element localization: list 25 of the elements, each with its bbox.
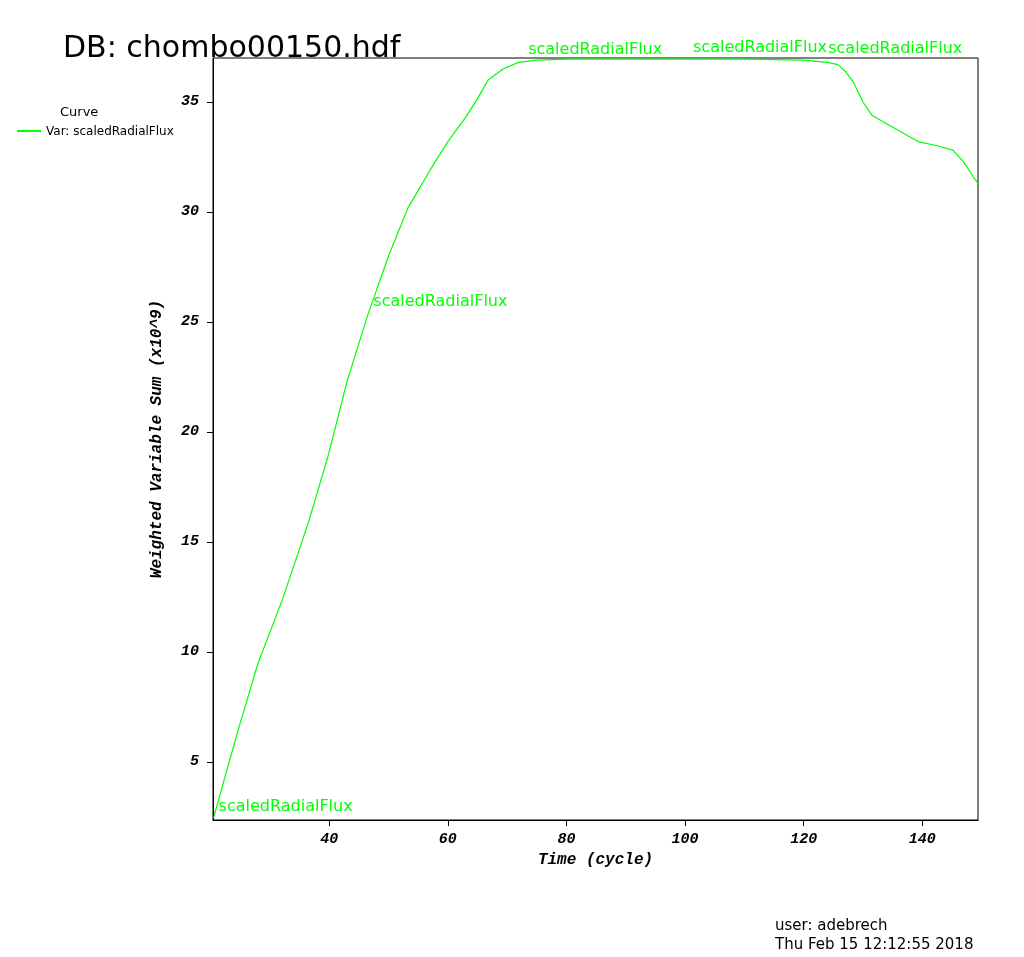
x-tick-label: 100 [671, 831, 699, 848]
annotation: scaledRadialFlux [693, 36, 828, 56]
chart-title: DB: chombo00150.hdf [63, 28, 402, 64]
annotation: scaledRadialFlux [373, 290, 508, 310]
x-axis-title: Time (cycle) [537, 851, 654, 869]
y-tick-label: 35 [180, 93, 199, 111]
y-tick-label: 15 [180, 533, 199, 551]
annotation: scaledRadialFlux [528, 38, 663, 58]
y-tick-label: 25 [180, 313, 199, 331]
x-tick-label: 60 [438, 831, 457, 848]
x-tick-label: 40 [320, 831, 339, 848]
x-tick-label: 140 [908, 831, 936, 848]
y-tick-label: 10 [180, 643, 199, 661]
text: Thu Feb 15 12:12:55 2018 [774, 934, 974, 953]
legend-label: Var: scaledRadialFlux [46, 124, 174, 138]
y-axis-title: Weighted Variable Sum (x10^9) [148, 299, 166, 579]
y-tick-label: 5 [189, 753, 199, 771]
annotation: scaledRadialFlux [218, 795, 353, 815]
annotation: scaledRadialFlux [828, 37, 963, 57]
text: user: adebrech [775, 915, 888, 934]
y-tick-label: 30 [180, 203, 199, 221]
x-tick-label: 80 [557, 831, 576, 848]
y-tick-label: 20 [180, 423, 199, 441]
x-tick-label: 120 [790, 831, 818, 848]
legend-title: Curve [60, 104, 99, 119]
